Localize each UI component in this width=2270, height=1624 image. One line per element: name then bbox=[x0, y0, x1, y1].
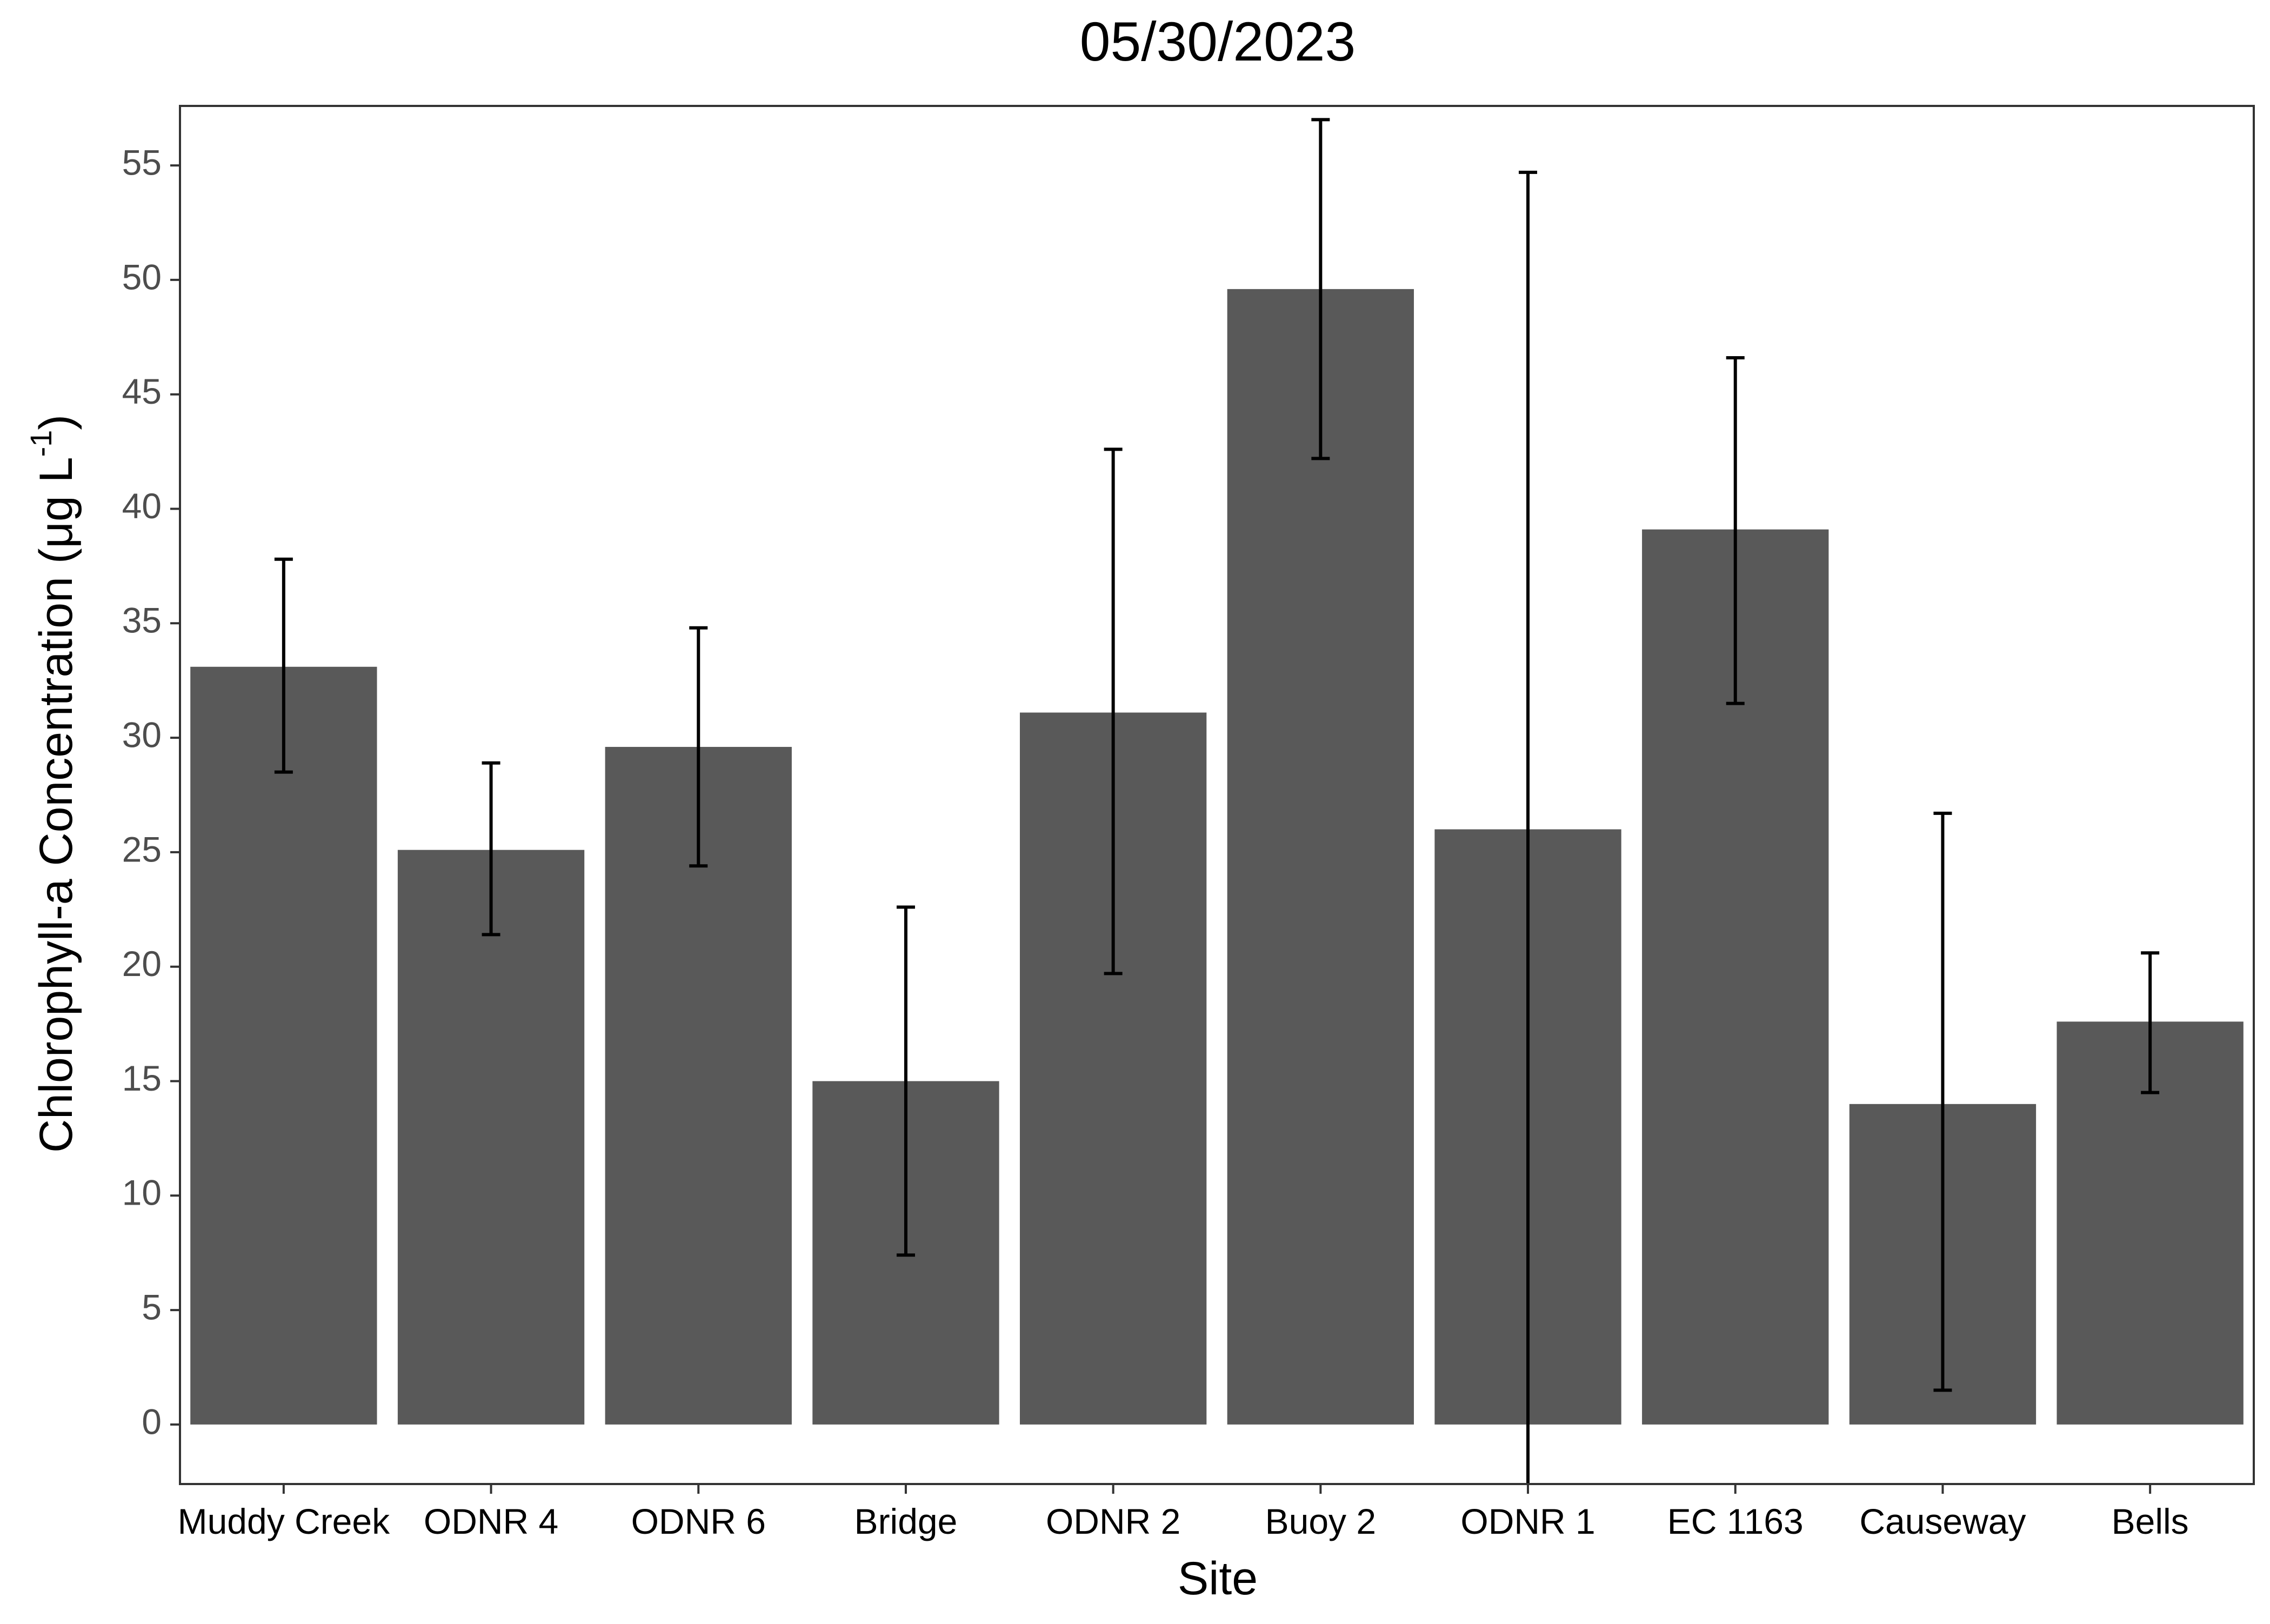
bar-buoy-2 bbox=[1227, 289, 1414, 1425]
x-tick-label: Buoy 2 bbox=[1265, 1501, 1376, 1541]
x-tick-label: Muddy Creek bbox=[178, 1501, 390, 1541]
x-tick-label: Bells bbox=[2112, 1501, 2189, 1541]
y-tick-label: 55 bbox=[122, 143, 162, 183]
x-tick-label: EC 1163 bbox=[1667, 1501, 1804, 1541]
x-tick-label: Bridge bbox=[854, 1501, 958, 1541]
chart-title: 05/30/2023 bbox=[1080, 11, 1356, 72]
y-tick-label: 5 bbox=[142, 1287, 162, 1327]
svg-text:Chlorophyll-a Concentration (μ: Chlorophyll-a Concentration (μg L-1) bbox=[24, 415, 82, 1153]
y-axis-label-superscript: -1 bbox=[24, 430, 58, 457]
x-tick-label: Causeway bbox=[1859, 1501, 2026, 1541]
x-tick-label: ODNR 1 bbox=[1460, 1501, 1595, 1541]
y-tick-label: 45 bbox=[122, 371, 162, 411]
y-tick-label: 50 bbox=[122, 257, 162, 297]
plot-panel-border bbox=[179, 105, 2255, 1485]
bar-odnr-4 bbox=[397, 850, 585, 1425]
y-tick-label: 25 bbox=[122, 829, 162, 869]
y-axis-label-main: Chlorophyll-a Concentration (μg L bbox=[30, 457, 82, 1153]
x-tick-label: ODNR 6 bbox=[631, 1501, 766, 1541]
y-axis-label-close: ) bbox=[30, 415, 82, 430]
x-tick-label: ODNR 2 bbox=[1046, 1501, 1180, 1541]
bar-muddy-creek bbox=[190, 666, 377, 1425]
y-tick-label: 0 bbox=[142, 1401, 162, 1441]
y-tick-label: 15 bbox=[122, 1058, 162, 1098]
y-axis-label: Chlorophyll-a Concentration (μg L-1) bbox=[24, 415, 82, 1153]
x-tick-label: ODNR 4 bbox=[424, 1501, 558, 1541]
y-tick-label: 10 bbox=[122, 1173, 162, 1213]
y-tick-label: 20 bbox=[122, 944, 162, 984]
y-tick-label: 30 bbox=[122, 715, 162, 755]
x-axis-label: Site bbox=[1178, 1553, 1258, 1605]
y-tick-label: 40 bbox=[122, 486, 162, 526]
y-tick-label: 35 bbox=[122, 600, 162, 640]
